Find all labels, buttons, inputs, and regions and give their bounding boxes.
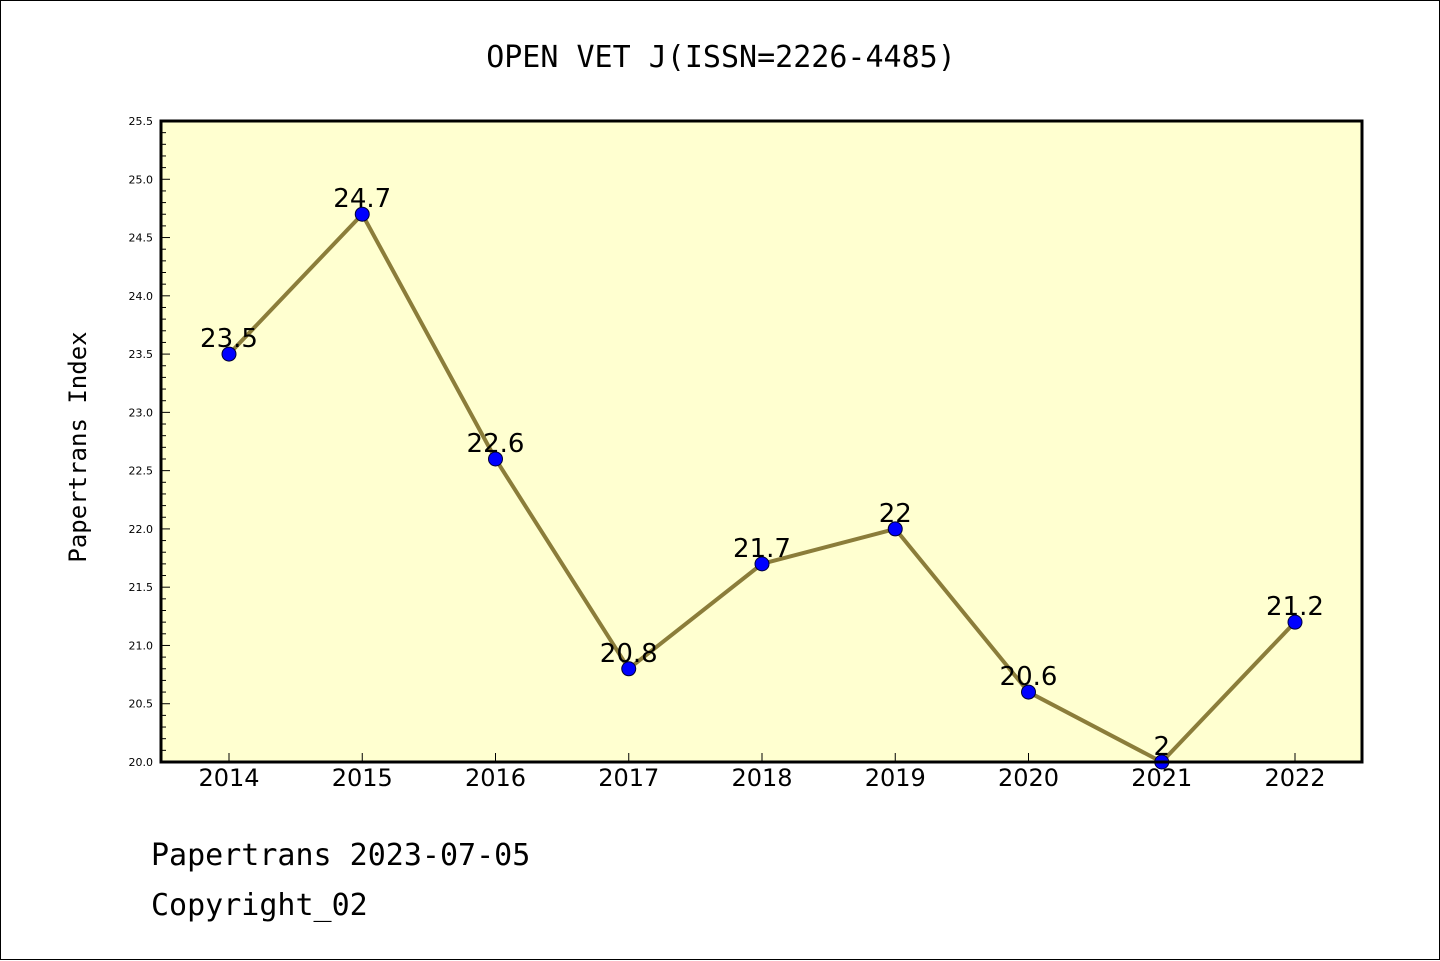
y-tick-label: 23.0 bbox=[129, 406, 154, 419]
x-tick-label: 2016 bbox=[465, 764, 526, 792]
y-tick-label: 20.5 bbox=[129, 698, 154, 711]
data-point bbox=[1287, 614, 1303, 630]
x-tick-label: 2019 bbox=[865, 764, 926, 792]
x-tick-label: 2022 bbox=[1264, 764, 1325, 792]
data-point bbox=[754, 556, 770, 572]
y-tick-label: 21.0 bbox=[129, 639, 154, 652]
x-tick-label: 2014 bbox=[198, 764, 259, 792]
data-label: 21.7 bbox=[733, 534, 791, 564]
data-label: 22 bbox=[879, 499, 912, 529]
y-axis-label: Papertrans Index bbox=[64, 331, 92, 562]
data-label: 20.6 bbox=[1000, 662, 1058, 692]
plot-area bbox=[161, 121, 1362, 762]
data-point bbox=[354, 206, 370, 222]
data-label: 22.6 bbox=[467, 429, 525, 459]
data-label: 23.5 bbox=[200, 324, 258, 354]
data-point bbox=[1021, 684, 1036, 700]
y-tick-label: 25.5 bbox=[129, 115, 154, 128]
data-label: 21.2 bbox=[1266, 592, 1324, 622]
x-tick-label: 2015 bbox=[332, 764, 393, 792]
y-tick-label: 25.0 bbox=[129, 173, 154, 186]
x-axis: 2014 2015 2016 2017 2018 2019 2020 2021 2022 bbox=[198, 753, 1326, 792]
data-label: 2 bbox=[1153, 732, 1170, 762]
y-tick-label: 21.5 bbox=[129, 581, 154, 594]
data-point bbox=[221, 346, 237, 362]
data-point bbox=[488, 451, 503, 467]
y-tick-label: 24.5 bbox=[129, 232, 154, 245]
plot-border bbox=[159, 119, 1364, 764]
y-tick-label: 20.0 bbox=[129, 756, 154, 769]
footer-date: Papertrans 2023-07-05 bbox=[151, 838, 530, 873]
x-tick-label: 2018 bbox=[731, 764, 792, 792]
x-tick-label: 2017 bbox=[598, 764, 659, 792]
y-tick-label: 23.5 bbox=[129, 348, 154, 361]
chart-title: OPEN VET J(ISSN=2226-4485) bbox=[486, 40, 956, 75]
data-point bbox=[621, 661, 637, 677]
series-layer: 23.5 24.7 22.6 20.8 21.7 22 20.6 2 21.2 bbox=[200, 184, 1324, 770]
y-tick-label: 22.5 bbox=[129, 465, 154, 478]
footer-copyright: Copyright_02 bbox=[151, 888, 368, 923]
y-tick-label: 22.0 bbox=[129, 523, 154, 536]
data-label: 20.8 bbox=[600, 639, 658, 669]
x-tick-label: 2020 bbox=[998, 764, 1059, 792]
data-label: 24.7 bbox=[333, 184, 391, 214]
data-point bbox=[887, 521, 903, 537]
y-tick-label: 24.0 bbox=[129, 290, 154, 303]
